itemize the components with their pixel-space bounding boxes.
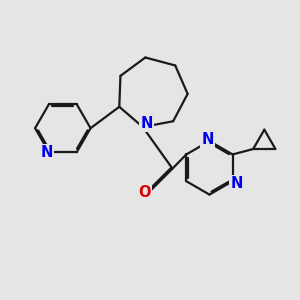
Text: N: N	[41, 145, 53, 160]
Text: N: N	[230, 176, 243, 191]
Text: O: O	[139, 185, 151, 200]
Text: N: N	[140, 116, 153, 130]
Text: N: N	[201, 132, 214, 147]
